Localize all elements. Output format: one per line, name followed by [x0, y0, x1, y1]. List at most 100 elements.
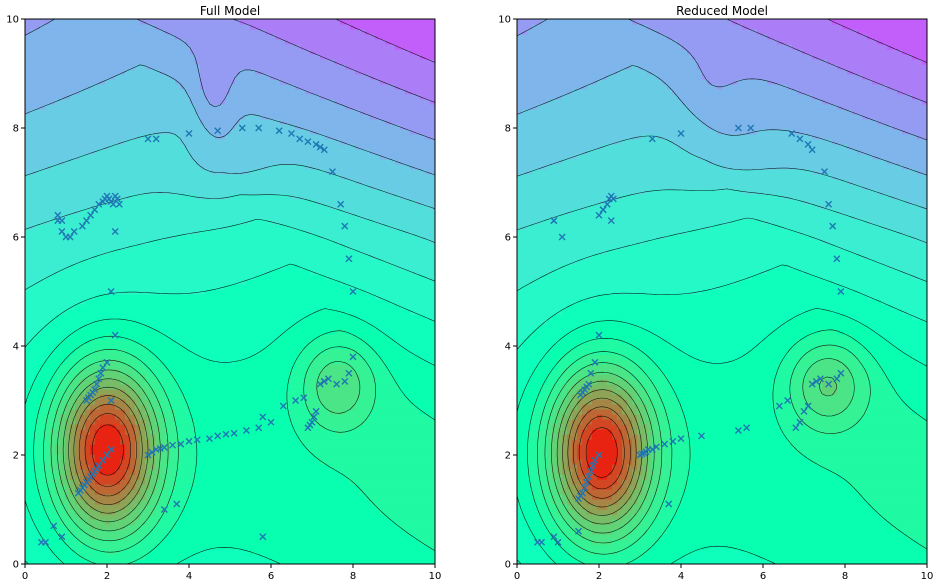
contour-cell	[235, 274, 241, 280]
contour-cell	[75, 269, 81, 275]
contour-cell	[120, 364, 126, 370]
contour-cell	[125, 524, 131, 530]
contour-cell	[290, 404, 296, 410]
contour-cell	[280, 354, 286, 360]
contour-cell	[65, 549, 71, 555]
contour-cell	[30, 444, 36, 450]
contour-cell	[55, 369, 61, 375]
contour-cell	[70, 294, 76, 300]
contour-cell	[260, 559, 266, 564]
contour-cell	[65, 269, 71, 275]
contour-cell	[25, 369, 31, 375]
contour-cell	[365, 389, 371, 395]
contour-cell	[60, 324, 66, 330]
contour-cell	[125, 449, 131, 455]
contour-cell	[130, 494, 136, 500]
contour-cell	[25, 504, 31, 510]
contour-cell	[380, 259, 386, 265]
contour-cell	[55, 419, 61, 425]
contour-cell	[50, 454, 56, 460]
contour-cell	[175, 344, 181, 350]
contour-cell	[45, 509, 51, 515]
contour-cell	[395, 269, 401, 275]
contour-cell	[50, 459, 56, 465]
contour-cell	[60, 424, 66, 430]
contour-cell	[150, 504, 156, 510]
contour-cell	[420, 274, 426, 280]
contour-cell	[25, 539, 31, 545]
contour-cell	[220, 549, 226, 555]
contour-cell	[140, 429, 146, 435]
contour-cell	[370, 509, 376, 515]
contour-cell	[150, 324, 156, 330]
contour-cell	[130, 524, 136, 530]
contour-cell	[400, 534, 406, 540]
contour-cell	[310, 424, 316, 430]
contour-cell	[160, 554, 166, 560]
contour-cell	[90, 399, 96, 405]
contour-cell	[125, 319, 131, 325]
contour-cell	[155, 314, 161, 320]
contour-cell	[345, 439, 351, 445]
contour-cell	[65, 459, 71, 465]
contour-cell	[60, 444, 66, 450]
contour-cell	[240, 314, 246, 320]
contour-cell	[255, 284, 261, 290]
contour-cell	[255, 524, 261, 530]
contour-cell	[395, 374, 401, 380]
contour-cell	[55, 319, 61, 325]
contour-cell	[130, 279, 136, 285]
contour-cell	[75, 364, 81, 370]
contour-cell	[255, 474, 261, 480]
contour-cell	[235, 389, 241, 395]
contour-cell	[265, 489, 271, 495]
contour-cell	[370, 329, 376, 335]
contour-cell	[35, 389, 41, 395]
contour-cell	[375, 464, 381, 470]
contour-cell	[85, 404, 91, 410]
contour-cell	[405, 529, 411, 535]
contour-cell	[400, 309, 406, 315]
contour-cell	[140, 454, 146, 460]
contour-cell	[210, 314, 216, 320]
contour-cell	[100, 259, 106, 265]
contour-cell	[120, 474, 126, 480]
contour-cell	[235, 409, 241, 415]
contour-cell	[365, 349, 371, 355]
contour-cell	[50, 549, 56, 555]
contour-cell	[370, 304, 376, 310]
contour-cell	[240, 414, 246, 420]
contour-cell	[140, 394, 146, 400]
contour-cell	[335, 304, 341, 310]
contour-cell	[340, 489, 346, 495]
contour-cell	[195, 559, 201, 564]
contour-cell	[190, 429, 196, 435]
contour-cell	[285, 379, 291, 385]
contour-cell	[235, 324, 241, 330]
contour-cell	[315, 554, 321, 560]
contour-cell	[65, 559, 71, 564]
contour-cell	[220, 384, 226, 390]
contour-cell	[240, 449, 246, 455]
contour-cell	[55, 384, 61, 390]
contour-cell	[35, 304, 41, 310]
contour-cell	[260, 354, 266, 360]
contour-cell	[230, 449, 236, 455]
contour-cell	[140, 344, 146, 350]
contour-cell	[115, 529, 121, 535]
contour-cell	[395, 544, 401, 550]
contour-cell	[325, 494, 331, 500]
contour-cell	[375, 309, 381, 315]
contour-cell	[195, 284, 201, 290]
contour-cell	[300, 464, 306, 470]
contour-cell	[410, 379, 416, 385]
contour-cell	[305, 309, 311, 315]
contour-cell	[340, 269, 346, 275]
contour-cell	[260, 409, 266, 415]
contour-cell	[400, 269, 406, 275]
contour-cell	[25, 284, 31, 290]
contour-cell	[300, 549, 306, 555]
contour-cell	[175, 279, 181, 285]
contour-cell	[165, 409, 171, 415]
contour-cell	[285, 259, 291, 265]
